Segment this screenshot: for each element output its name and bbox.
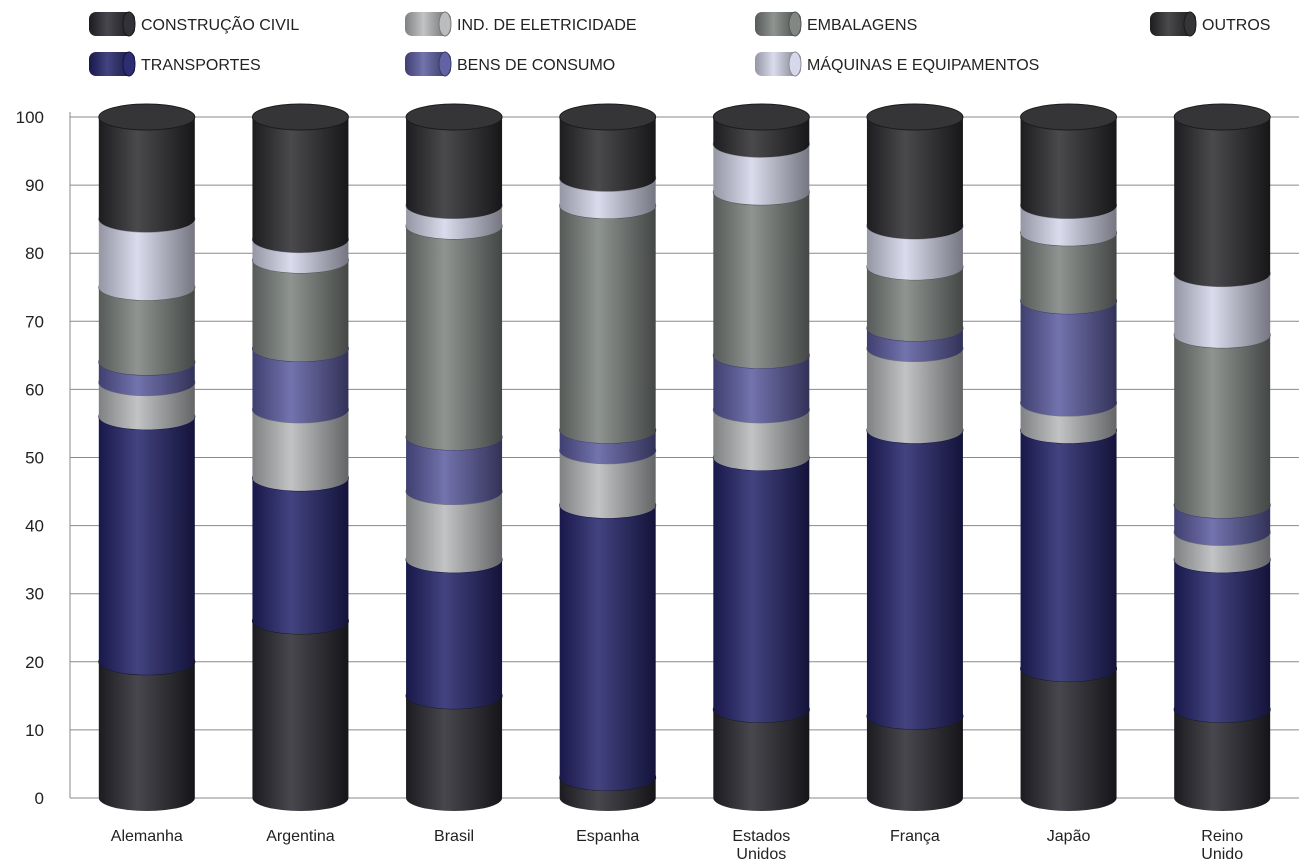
x-tick-label: Reino Unido <box>1201 828 1243 863</box>
y-tick-label: 40 <box>25 517 44 536</box>
x-tick-label: Alemanha <box>111 828 183 845</box>
bar-column <box>866 103 964 811</box>
legend-label: IND. DE ELETRICIDADE <box>457 17 637 34</box>
legend-item: EMBALAGENS <box>755 11 917 37</box>
y-tick-label: 60 <box>25 380 44 399</box>
bar-segment <box>559 103 657 192</box>
bar-column <box>251 103 349 811</box>
legend-label: MÁQUINAS E EQUIPAMENTOS <box>807 55 1039 74</box>
bar-segment <box>251 607 349 811</box>
bar-segment <box>712 178 810 369</box>
legend-label: EMBALAGENS <box>807 17 917 34</box>
legend-label: CONSTRUÇÃO CIVIL <box>141 14 299 34</box>
x-tick-label: Argentina <box>266 828 335 845</box>
legend-item: IND. DE ELETRICIDADE <box>405 11 637 37</box>
bar-column <box>98 103 196 811</box>
legend-label: BENS DE CONSUMO <box>457 57 615 74</box>
x-tick-label: Espanha <box>576 828 639 845</box>
bar-segment <box>405 103 503 219</box>
bar-segment <box>1173 321 1271 519</box>
bar-segment <box>1020 416 1118 682</box>
bar-segment <box>1173 103 1271 287</box>
bar-segment <box>712 444 810 723</box>
bar-segment <box>98 403 196 675</box>
bar-column <box>559 103 657 811</box>
x-tick-label: Estados Unidos <box>732 828 790 863</box>
legend-item: MÁQUINAS E EQUIPAMENTOS <box>755 51 1039 77</box>
bar-segment <box>98 103 196 233</box>
y-tick-label: 90 <box>25 176 44 195</box>
legend-item: BENS DE CONSUMO <box>405 51 615 77</box>
bar-segment <box>559 491 657 791</box>
bar-segment <box>1173 546 1271 723</box>
bar-segment <box>866 416 964 730</box>
bar-column <box>1020 103 1118 811</box>
y-tick-label: 30 <box>25 585 44 604</box>
legend-label: TRANSPORTES <box>141 57 261 74</box>
y-tick-label: 50 <box>25 449 44 468</box>
bar-segment <box>405 212 503 451</box>
y-tick-label: 20 <box>25 653 44 672</box>
legend-item: CONSTRUÇÃO CIVIL <box>89 11 299 37</box>
bar-column <box>712 103 810 811</box>
legend: CONSTRUÇÃO CIVIL TRANSPORTES IND. DE ELETR… <box>89 11 1270 77</box>
bar-segment <box>251 103 349 253</box>
x-tick-label: Japão <box>1047 828 1091 845</box>
bars <box>98 103 1271 811</box>
y-tick-label: 100 <box>16 108 44 127</box>
legend-label: OUTROS <box>1202 17 1270 34</box>
x-axis: Alemanha Argentina Brasil Espanha Estados Uni… <box>111 828 1243 863</box>
bar-column <box>405 103 503 811</box>
y-axis: 0 10 20 30 40 50 60 70 80 90 100 <box>16 108 71 808</box>
legend-item: TRANSPORTES <box>89 51 261 77</box>
bar-segment <box>712 103 810 158</box>
y-tick-label: 0 <box>35 789 44 808</box>
bar-segment <box>1020 103 1118 219</box>
y-tick-label: 10 <box>25 721 44 740</box>
bar-segment <box>559 192 657 444</box>
y-tick-label: 80 <box>25 244 44 263</box>
x-tick-label: Brasil <box>434 828 474 845</box>
bar-segment <box>866 103 964 239</box>
legend-item: OUTROS <box>1150 11 1270 37</box>
x-tick-label: França <box>890 828 940 845</box>
bar-column <box>1173 103 1271 811</box>
y-tick-label: 70 <box>25 312 44 331</box>
